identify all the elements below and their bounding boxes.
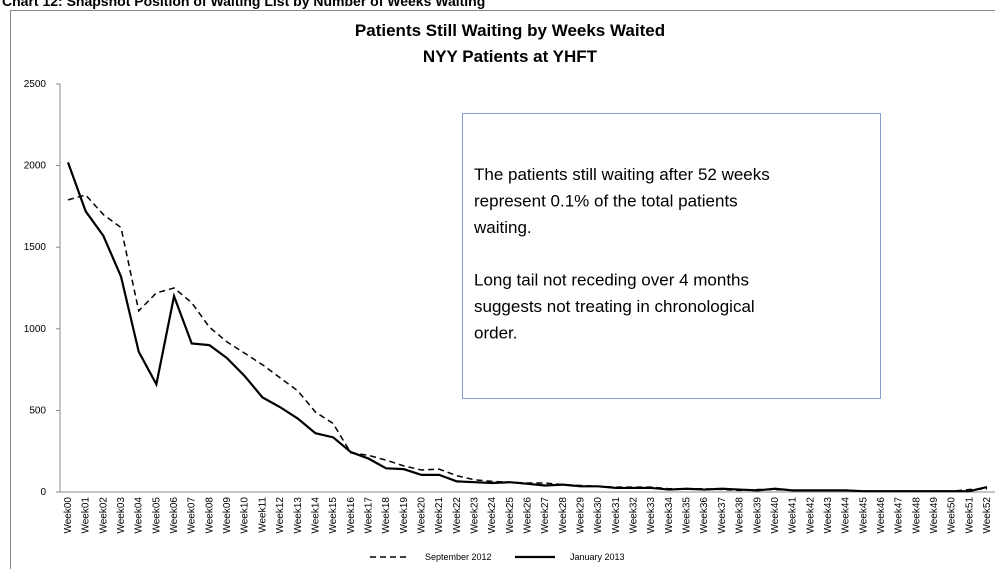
- x-tick-label: Week08: [204, 497, 215, 534]
- x-tick-label: Week27: [540, 497, 551, 534]
- x-tick-label: Week09: [222, 497, 233, 534]
- chart-title: Patients Still Waiting by Weeks Waited: [355, 21, 665, 40]
- x-tick-label: Week22: [452, 497, 463, 534]
- x-tick-label: Week41: [788, 497, 799, 534]
- x-tick-label: Week47: [894, 497, 905, 534]
- x-tick-label: Week16: [346, 497, 357, 534]
- x-tick-label: Week48: [911, 497, 922, 534]
- x-tick-label: Week44: [841, 497, 852, 534]
- annotation-text: The patients still waiting after 52 week…: [474, 165, 770, 184]
- x-tick-label: Week17: [363, 497, 374, 534]
- x-tick-label: Week49: [929, 497, 940, 534]
- x-tick-label: Week06: [169, 497, 180, 534]
- x-tick-label: Week46: [876, 497, 887, 534]
- annotation-text: represent 0.1% of the total patients: [474, 192, 738, 211]
- x-tick-label: Week31: [611, 497, 622, 534]
- annotation-text: suggests not treating in chronological: [474, 297, 755, 316]
- x-tick-label: Week39: [752, 497, 763, 534]
- x-tick-label: Week34: [664, 497, 675, 534]
- annotation-text: order.: [474, 324, 517, 343]
- x-tick-label: Week15: [328, 497, 339, 534]
- page-heading: Chart 12: Snapshot Position of Waiting L…: [2, 0, 485, 9]
- x-tick-label: Week04: [134, 497, 145, 534]
- x-tick-label: Week45: [858, 497, 869, 534]
- chart-subtitle: NYY Patients at YHFT: [423, 47, 598, 66]
- x-tick-label: Week28: [558, 497, 569, 534]
- x-tick-label: Week33: [646, 497, 657, 534]
- y-tick-label: 1000: [24, 324, 47, 335]
- x-tick-label: Week25: [505, 497, 516, 534]
- x-tick-label: Week18: [381, 497, 392, 534]
- y-tick-label: 2500: [24, 79, 47, 90]
- x-tick-label: Week02: [98, 497, 109, 534]
- x-tick-label: Week24: [487, 497, 498, 534]
- x-tick-label: Week07: [187, 497, 198, 534]
- x-tick-label: Week42: [805, 497, 816, 534]
- x-tick-label: Week03: [116, 497, 127, 534]
- x-tick-label: Week05: [151, 497, 162, 534]
- y-tick-label: 500: [29, 405, 46, 416]
- x-tick-label: Week00: [63, 497, 74, 534]
- legend-label: September 2012: [425, 552, 492, 562]
- x-tick-label: Week40: [770, 497, 781, 534]
- x-tick-label: Week29: [576, 497, 587, 534]
- annotation-box: [463, 114, 881, 399]
- x-tick-label: Week38: [735, 497, 746, 534]
- x-tick-label: Week37: [717, 497, 728, 534]
- x-tick-label: Week35: [682, 497, 693, 534]
- x-tick-label: Week20: [416, 497, 427, 534]
- legend-label: January 2013: [570, 552, 625, 562]
- y-tick-label: 1500: [24, 242, 47, 253]
- x-tick-label: Week14: [310, 497, 321, 534]
- x-tick-label: Week26: [523, 497, 534, 534]
- y-tick-label: 2000: [24, 161, 47, 172]
- x-tick-label: Week43: [823, 497, 834, 534]
- x-tick-label: Week21: [434, 497, 445, 534]
- x-tick-label: Week52: [982, 497, 993, 534]
- x-tick-label: Week32: [629, 497, 640, 534]
- x-tick-label: Week36: [699, 497, 710, 534]
- x-tick-label: Week50: [947, 497, 958, 534]
- annotation-text: waiting.: [473, 218, 532, 237]
- x-tick-label: Week10: [240, 497, 251, 534]
- annotation-text: Long tail not receding over 4 months: [474, 271, 749, 290]
- x-tick-label: Week13: [293, 497, 304, 534]
- x-tick-label: Week11: [257, 497, 268, 533]
- x-tick-label: Week51: [964, 497, 975, 534]
- x-tick-label: Week30: [593, 497, 604, 534]
- x-tick-label: Week01: [81, 497, 92, 534]
- x-tick-label: Week19: [399, 497, 410, 534]
- y-tick-label: 0: [40, 487, 46, 498]
- x-tick-label: Week12: [275, 497, 286, 534]
- x-tick-label: Week23: [469, 497, 480, 534]
